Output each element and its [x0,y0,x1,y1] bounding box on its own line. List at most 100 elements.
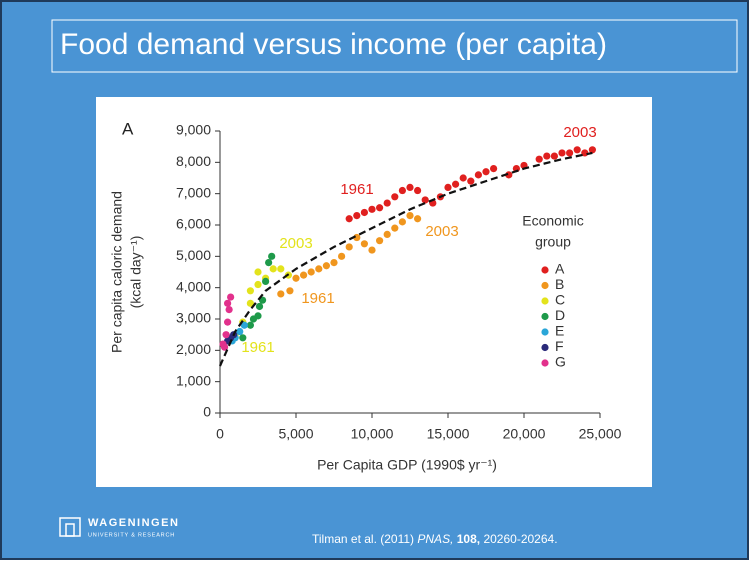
point [566,149,574,157]
x-tick-label: 10,000 [351,426,394,442]
citation-pages: 20260-20264. [483,532,557,546]
point [255,302,264,311]
point [482,168,490,176]
legend-label: E [555,323,564,339]
legend-marker [541,359,549,367]
y-tick-label: 5,000 [176,247,211,263]
citation-volume: 108, [457,532,480,546]
legend-label: A [555,261,565,277]
point [368,246,376,254]
point [391,224,399,232]
x-tick-label: 5,000 [278,426,313,442]
point [265,259,273,267]
legend-label: B [555,276,564,292]
legend-label: D [555,307,565,323]
logo-icon [65,523,75,537]
y-tick-label: 7,000 [176,184,211,200]
point [268,252,276,260]
annotation: 1961 [340,181,373,198]
point [543,152,551,160]
annotation: 1961 [241,339,274,356]
point [383,199,391,207]
figure-panel [96,97,652,487]
point [588,146,597,154]
y-axis-label: (kcal day⁻¹) [128,236,144,309]
point [467,177,475,185]
legend-marker [541,328,549,336]
point [220,343,229,351]
point [254,268,262,276]
annotation: 1961 [301,290,334,307]
y-tick-label: 9,000 [176,122,211,138]
point [376,204,384,212]
point [246,299,254,307]
point [406,212,414,220]
legend-marker [541,266,549,274]
x-axis-label: Per Capita GDP (1990$ yr⁻¹) [317,457,497,473]
annotation: 2003 [425,223,458,240]
point [376,237,384,245]
slide-title: Food demand versus income (per capita) [60,28,607,61]
point [330,259,338,267]
citation-authors: Tilman et al. (2011) [312,532,414,546]
point [286,287,294,295]
legend-marker [541,297,549,305]
point [474,171,482,179]
trend-line [218,151,593,367]
point [236,327,244,336]
point [368,205,376,213]
point [269,265,277,273]
point [322,262,330,270]
y-tick-label: 4,000 [176,278,211,294]
point [246,321,254,329]
citation-journal: PNAS, [417,532,453,546]
point [338,252,346,260]
point [262,277,270,285]
point [444,183,452,191]
title-box [51,19,738,73]
point [277,290,285,298]
point [490,165,498,173]
point [360,240,368,248]
logo-subtitle: UNIVERSITY & RESEARCH [88,532,175,538]
point [398,218,406,226]
point [225,306,233,314]
y-axis-label: Per capita caloric demand [109,191,125,353]
y-tick-label: 2,000 [176,341,211,357]
point [239,334,247,342]
citation: Tilman et al. (2011) PNAS, 108, 20260-20… [312,532,558,546]
annotation: 2003 [563,124,596,141]
point [391,193,399,201]
point [300,271,308,279]
legend-title: group [535,234,571,250]
point [292,274,300,282]
point [246,287,254,295]
annotation: 2003 [279,235,312,252]
legend-marker [541,312,549,321]
y-tick-label: 8,000 [176,153,211,169]
point [406,183,414,191]
y-tick-label: 3,000 [176,310,211,326]
point [345,243,353,251]
point [452,180,460,188]
y-tick-label: 6,000 [176,216,211,232]
point [360,208,368,217]
point [558,149,566,157]
panel-letter: A [122,119,134,138]
x-tick-label: 15,000 [427,426,470,442]
point [254,312,262,320]
point [254,280,262,289]
point [414,186,422,195]
logo-name: WAGENINGEN [88,517,179,529]
legend-label: F [555,338,564,354]
point [224,318,232,326]
y-tick-label: 0 [203,404,211,420]
point [345,215,353,223]
x-tick-label: 20,000 [503,426,546,442]
point [222,331,230,339]
legend-label: G [555,354,566,370]
point [315,265,323,273]
point [224,299,232,307]
legend-marker [541,343,549,352]
x-tick-label: 0 [216,426,224,442]
